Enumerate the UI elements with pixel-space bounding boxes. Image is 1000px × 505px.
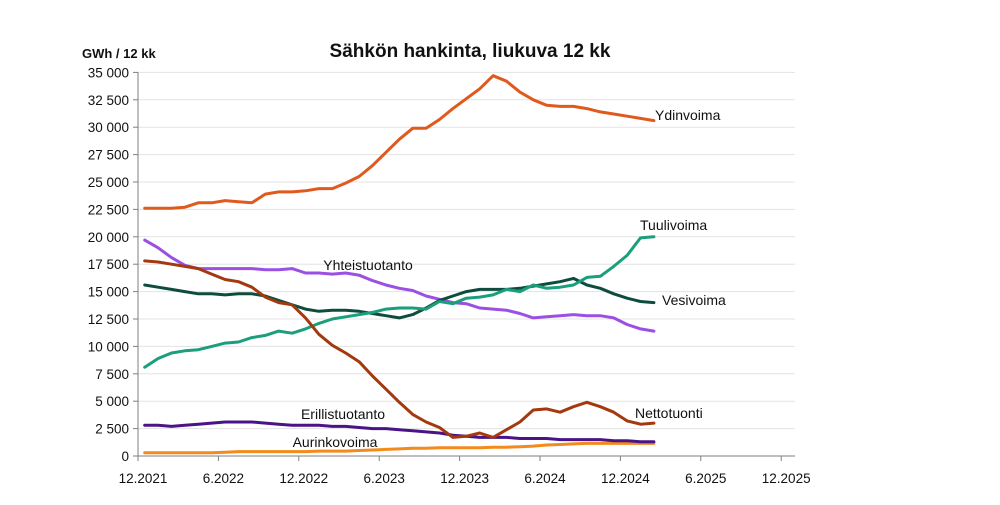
series-labels: Ydinvoima Tuulivoima Vesivoima Yhteistuotan…: [293, 107, 726, 450]
chart-title: Sähkön hankinta, liukuva 12 kk: [330, 41, 611, 62]
y-tick-label: 7 500: [95, 367, 129, 382]
y-tick-label: 22 500: [88, 202, 129, 217]
gridlines: [138, 71, 795, 430]
y-tick-label: 17 500: [88, 257, 129, 272]
y-tick-label: 32 500: [88, 93, 129, 108]
y-tick-label: 0: [121, 449, 129, 464]
series-label-erillistuotanto: Erillistuotanto: [301, 406, 385, 422]
series-line-ydinvoima: [143, 74, 656, 210]
y-tick-label: 25 000: [88, 175, 129, 190]
y-tick-label: 5 000: [95, 394, 129, 409]
series-line-nettotuonti: [143, 259, 656, 439]
x-tick-label: 12.2024: [601, 471, 650, 486]
x-tick-label: 12.2023: [440, 471, 489, 486]
axes: 0 2 500 5 000 7 500 10 000 12 500 15 000 17 500…: [88, 65, 811, 486]
y-tick-label: 2 500: [95, 422, 129, 437]
y-tick-label: 12 500: [88, 312, 129, 327]
series-line-tuulivoima: [143, 235, 656, 369]
series-line-erillistuotanto: [143, 420, 656, 444]
y-tick-label: 35 000: [88, 65, 129, 80]
x-tick-label: 6.2024: [524, 471, 566, 486]
y-tick-label: 15 000: [88, 285, 129, 300]
series-line-aurinkovoima: [143, 441, 656, 455]
x-tick-label: 12.2022: [279, 471, 328, 486]
y-tick-label: 30 000: [88, 120, 129, 135]
y-tick-label: 27 500: [88, 148, 129, 163]
x-tick-label: 6.2023: [364, 471, 405, 486]
series-line-vesivoima: [143, 276, 656, 320]
series-label-tuulivoima: Tuulivoima: [640, 217, 707, 233]
series-label-nettotuonti: Nettotuonti: [635, 405, 703, 421]
x-tick-label: 12.2021: [119, 471, 168, 486]
y-axis-unit-label: GWh / 12 kk: [82, 46, 156, 61]
x-tick-label: 6.2025: [685, 471, 726, 486]
y-tick-label: 20 000: [88, 230, 129, 245]
x-tick-label: 6.2022: [203, 471, 244, 486]
series-label-ydinvoima: Ydinvoima: [655, 107, 721, 123]
series-label-yhteistuotanto: Yhteistuotanto: [323, 257, 413, 273]
series-label-vesivoima: Vesivoima: [662, 292, 726, 308]
x-tick-label: 12.2025: [762, 471, 811, 486]
series-line-yhteistuotanto: [143, 238, 656, 333]
y-tick-label: 10 000: [88, 339, 129, 354]
series-label-aurinkovoima: Aurinkovoima: [293, 434, 378, 450]
series-lines: [143, 74, 656, 455]
